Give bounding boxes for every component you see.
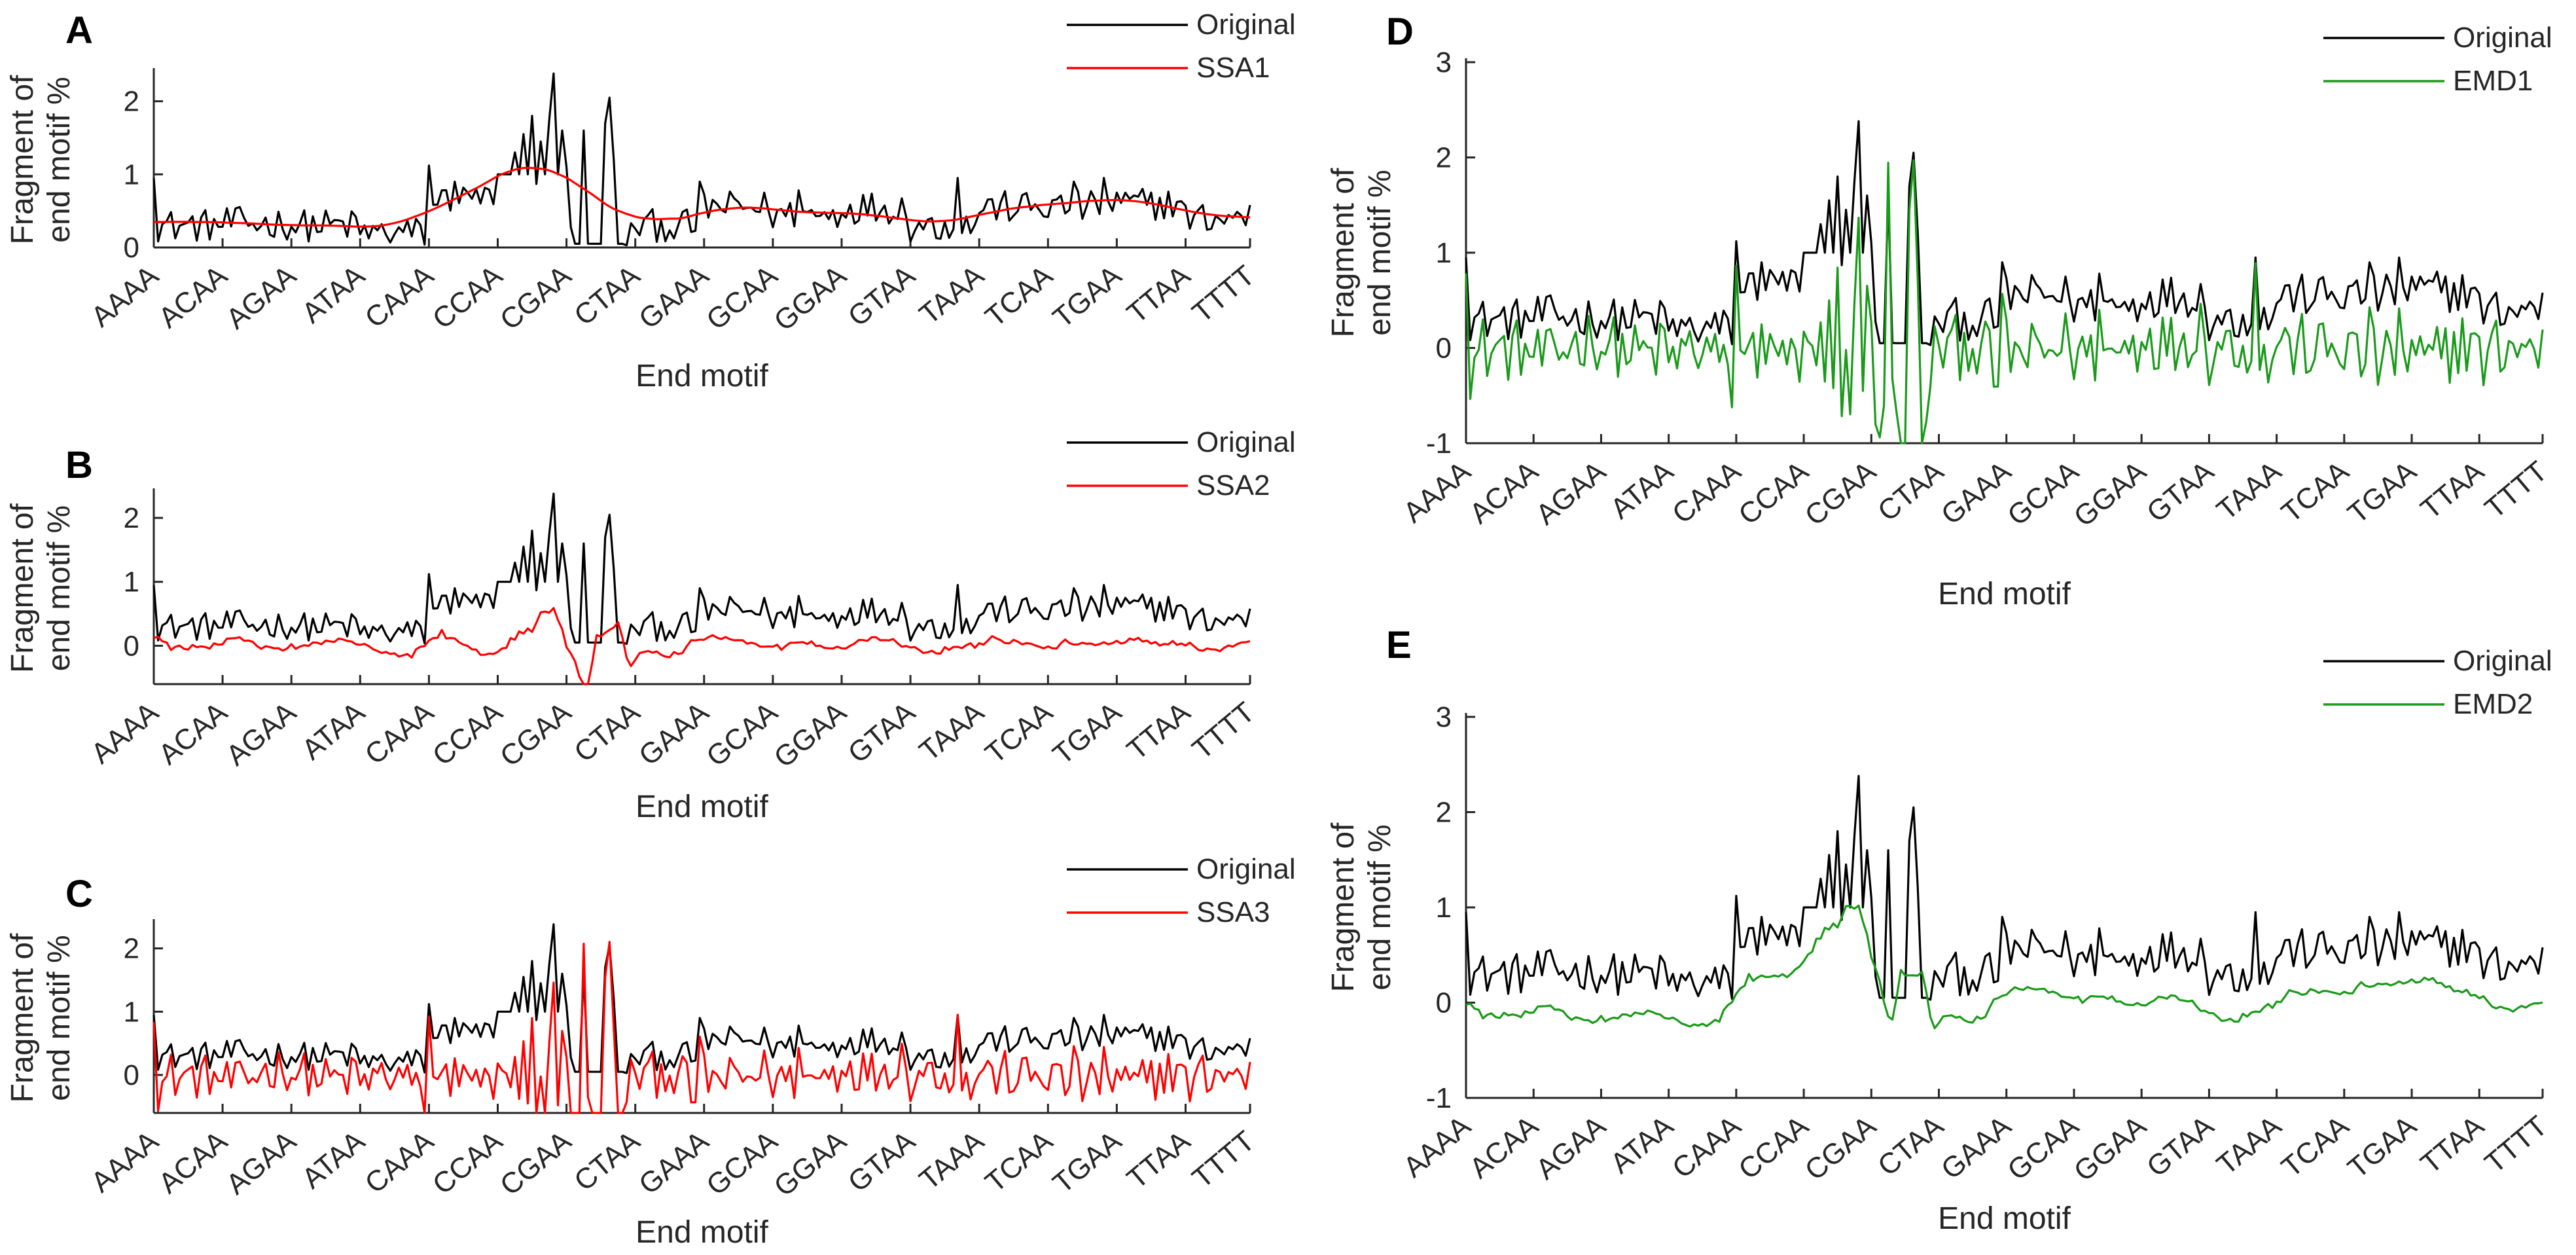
y-tick-label: -1 xyxy=(1426,1082,1452,1114)
series-line-ssa1 xyxy=(153,166,1251,228)
series-line-original xyxy=(1465,774,2544,1001)
legend-entry: Original xyxy=(2453,645,2552,677)
legend: Original SSA1 xyxy=(1067,9,1296,84)
legend: Original EMD1 xyxy=(2323,22,2552,97)
series-line-original xyxy=(152,923,1251,1074)
series-line-ssa3 xyxy=(152,941,1251,1114)
y-axis-label: Fragment ofend motif % xyxy=(5,75,77,244)
legend: Original SSA3 xyxy=(1067,853,1296,928)
legend-entry: EMD2 xyxy=(2453,688,2533,720)
y-tick-label: 2 xyxy=(124,86,139,118)
legend: Original EMD2 xyxy=(2323,645,2552,720)
legend-entry: Original xyxy=(1196,9,1296,41)
series-line-original xyxy=(152,72,1251,247)
series-line-original xyxy=(152,492,1251,646)
legend-entry: SSA3 xyxy=(1196,896,1270,928)
y-tick-label: 1 xyxy=(124,158,139,191)
y-tick-label: 0 xyxy=(1436,987,1452,1019)
panel-letter: B xyxy=(65,444,93,486)
x-axis-label: End motif xyxy=(635,1215,768,1250)
x-axis-label: End motif xyxy=(1938,577,2071,611)
y-tick-label: 1 xyxy=(124,566,139,598)
legend: Original SSA2 xyxy=(1067,426,1296,501)
y-tick-label: 0 xyxy=(124,232,139,264)
panel-letter: E xyxy=(1386,624,1412,666)
y-tick-label: 3 xyxy=(1436,701,1452,733)
y-tick-label: 2 xyxy=(1436,142,1452,174)
legend-entry: Original xyxy=(1196,853,1296,885)
panel-letter: D xyxy=(1386,10,1414,53)
y-tick-label: 0 xyxy=(1436,333,1452,365)
legend-entry: Original xyxy=(2453,22,2552,54)
series-line-original xyxy=(1465,120,2544,346)
y-tick-label: 1 xyxy=(124,996,139,1028)
series-line-ssa2 xyxy=(153,607,1251,685)
y-tick-label: -1 xyxy=(1426,427,1452,460)
y-axis-label: Fragment ofend motif % xyxy=(5,503,77,672)
legend-entry: EMD1 xyxy=(2453,65,2533,97)
legend-entry: Original xyxy=(1196,426,1296,458)
y-tick-label: 1 xyxy=(1436,892,1452,924)
y-tick-label: 2 xyxy=(124,933,139,965)
y-tick-label: 0 xyxy=(124,630,139,662)
y-tick-label: 2 xyxy=(124,502,139,534)
y-tick-label: 0 xyxy=(124,1059,139,1091)
x-axis-label: End motif xyxy=(635,790,768,824)
panel-letter: C xyxy=(65,873,93,915)
x-axis-label: End motif xyxy=(635,359,768,393)
legend-entry: SSA2 xyxy=(1196,469,1270,501)
series-line-emd1 xyxy=(1465,159,2544,445)
y-axis-label: Fragment ofend motif % xyxy=(1326,168,1397,337)
x-axis-label: End motif xyxy=(1938,1201,2071,1236)
panel-letter: A xyxy=(65,9,93,52)
y-tick-label: 3 xyxy=(1436,46,1452,79)
legend-entry: SSA1 xyxy=(1196,52,1270,84)
y-axis-label: Fragment ofend motif % xyxy=(5,933,77,1102)
y-axis-label: Fragment ofend motif % xyxy=(1326,822,1397,992)
y-tick-label: 1 xyxy=(1436,237,1452,269)
y-tick-label: 2 xyxy=(1436,797,1452,829)
series-line-emd2 xyxy=(1465,904,2543,1030)
